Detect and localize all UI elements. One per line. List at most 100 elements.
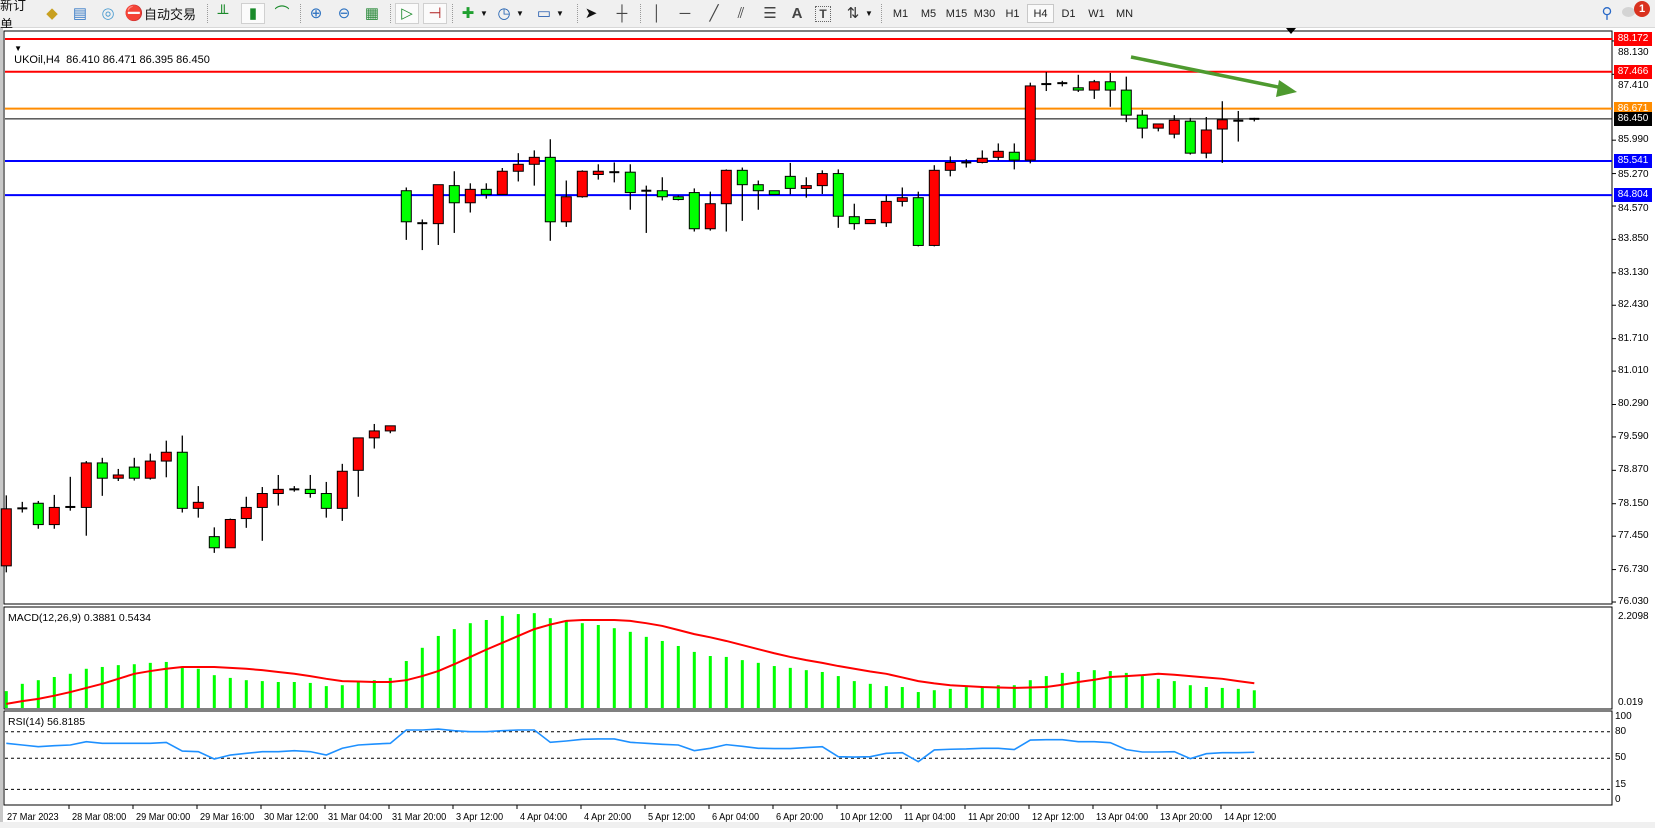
candle (464, 183, 476, 213)
signals-button[interactable]: ▤ (70, 3, 90, 24)
timeframe-mn-button[interactable]: MN (1115, 7, 1134, 20)
macd-pane-frame (3, 606, 1613, 710)
auto-trading-button[interactable]: ⛔ 自动交易 (124, 3, 196, 24)
main-pane-frame (3, 30, 1613, 605)
macd-histogram-bar (868, 683, 872, 708)
x-tick-label: 11 Apr 20:00 (968, 812, 1020, 823)
text-label-button[interactable]: T (815, 3, 831, 24)
vertical-line-button[interactable]: │ (647, 3, 667, 24)
timeframe-h1-button[interactable]: H1 (1005, 7, 1020, 20)
line-chart-button[interactable]: ⌒ (272, 3, 292, 24)
auto-scroll-icon: ▷ (401, 5, 413, 22)
x-tick-label: 3 Apr 12:00 (456, 812, 504, 823)
candle-body (992, 150, 1004, 158)
price-label-86.450: 86.450 (1614, 111, 1652, 126)
line-chart-icon: ⌒ (274, 5, 290, 22)
templates-button[interactable]: ▭ ▼ (534, 3, 564, 24)
market-button[interactable]: ◆ (42, 3, 62, 24)
macd-signal-line (6, 618, 1255, 705)
candle (256, 487, 268, 541)
crosshair-button[interactable]: ┼ (612, 3, 632, 24)
candle-body (864, 218, 876, 225)
y-tick-label: 84.570 (1618, 203, 1649, 215)
candle (688, 188, 700, 232)
text-tool-button[interactable]: A (787, 3, 807, 24)
indicators-button[interactable]: ✚ ▼ (458, 3, 488, 24)
arrows-button[interactable]: ⇅ ▼ (843, 3, 873, 24)
candle-body (208, 536, 220, 549)
macd-histogram-bar (916, 692, 920, 708)
macd-histogram-bar (1060, 672, 1064, 708)
dropdown-arrow-icon: ▼ (865, 9, 873, 18)
separator (390, 4, 391, 23)
candle-body (432, 184, 444, 225)
timeframe-m5-button[interactable]: M5 (920, 7, 937, 20)
candle-body (464, 188, 476, 204)
zoom-in-button[interactable]: ⊕ (306, 3, 326, 24)
candle-body (1136, 114, 1148, 129)
x-tick-label: 10 Apr 12:00 (840, 812, 893, 823)
timeframe-m1-button[interactable]: M1 (892, 7, 909, 20)
candle-body (304, 488, 316, 495)
arrows-icon: ⇅ (846, 5, 860, 22)
x-tick-label: 28 Mar 08:00 (72, 812, 127, 823)
chart-shift-button[interactable]: ⊣ (423, 3, 447, 24)
candle (624, 164, 636, 210)
radio-button[interactable]: ◎ (98, 3, 118, 24)
macd-max-label: 2.2098 (1618, 611, 1649, 622)
cursor-button[interactable]: ➤ (581, 3, 601, 24)
candle-body (144, 460, 156, 479)
macd-histogram-bar (996, 685, 1000, 708)
candle-body (1216, 119, 1228, 130)
zoom-out-button[interactable]: ⊖ (334, 3, 354, 24)
macd-histogram-bar (756, 662, 760, 708)
bar-chart-button[interactable]: ╨ (213, 3, 233, 24)
rsi-axis-label: 0 (1615, 794, 1621, 805)
candle (1184, 117, 1196, 155)
periods-button[interactable]: ◷ ▼ (494, 3, 523, 24)
equidistant-channel-button[interactable]: ⫽ (731, 3, 751, 24)
search-button[interactable]: ⚲ (1597, 3, 1617, 24)
antenna-icon: ◎ (101, 5, 115, 22)
horizontal-line-button[interactable]: ─ (675, 3, 695, 24)
candle (544, 139, 556, 241)
candle (896, 187, 908, 207)
y-tick-label: 87.410 (1618, 79, 1649, 91)
candle-body (912, 197, 924, 246)
candle-body (752, 184, 764, 192)
candle-body (576, 170, 588, 198)
candle (128, 457, 140, 481)
x-tick-label: 6 Apr 04:00 (712, 812, 760, 823)
timeframe-m30-button[interactable]: M30 (973, 7, 996, 20)
candlestick-chart-button[interactable]: ▮ (241, 3, 265, 24)
auto-scroll-button[interactable]: ▷ (395, 3, 419, 24)
x-tick-label: 5 Apr 12:00 (648, 812, 696, 823)
chat-bubble-icon[interactable] (1622, 7, 1635, 17)
tile-windows-button[interactable]: ▦ (362, 3, 382, 24)
macd-histogram-bar (1204, 687, 1208, 708)
left-edge (0, 28, 3, 828)
candle-body (736, 169, 748, 186)
timeframe-w1-button[interactable]: W1 (1088, 7, 1105, 20)
macd-histogram-bar (356, 682, 360, 708)
x-tick-label: 31 Mar 04:00 (328, 812, 383, 823)
x-tick-label: 12 Apr 12:00 (1032, 812, 1085, 823)
trendline-button[interactable]: ╱ (704, 3, 724, 24)
chart-menu-triangle-icon[interactable]: ▼ (14, 44, 23, 53)
candle (1024, 82, 1036, 164)
macd-histogram-bar (388, 677, 392, 708)
candle (528, 150, 540, 186)
notification-badge[interactable]: 1 (1634, 1, 1650, 17)
candle (1057, 80, 1068, 87)
timeframe-h4-button[interactable]: H4 (1027, 4, 1054, 23)
fibonacci-button[interactable]: ☰ (760, 3, 780, 24)
timeframe-m15-button[interactable]: M15 (945, 7, 968, 20)
timeframe-d1-button[interactable]: D1 (1061, 7, 1076, 20)
macd-histogram-bar (692, 651, 696, 708)
new-order-button[interactable]: 新订单 (0, 0, 34, 32)
candle-body (352, 437, 364, 471)
bottom-strip (0, 822, 1655, 828)
candle (80, 461, 92, 536)
price-label-85.541: 85.541 (1614, 153, 1652, 168)
